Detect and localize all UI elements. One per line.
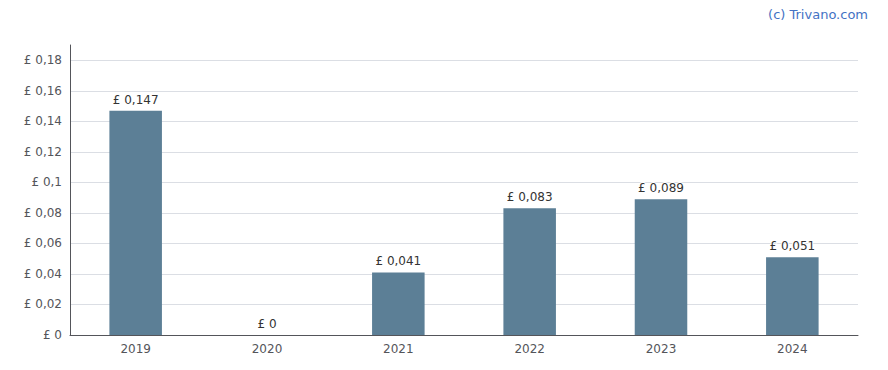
svg-text:£ 0: £ 0 — [43, 328, 62, 342]
svg-text:2022: 2022 — [514, 342, 545, 356]
svg-text:£ 0: £ 0 — [257, 317, 276, 331]
svg-text:£ 0,04: £ 0,04 — [24, 267, 62, 281]
svg-text:£ 0,147: £ 0,147 — [113, 93, 159, 107]
svg-text:2019: 2019 — [120, 342, 151, 356]
svg-text:2021: 2021 — [383, 342, 414, 356]
svg-text:2020: 2020 — [252, 342, 283, 356]
svg-text:(c) Trivano.com: (c) Trivano.com — [768, 7, 868, 22]
svg-text:2024: 2024 — [777, 342, 808, 356]
svg-text:£ 0,06: £ 0,06 — [24, 236, 62, 250]
svg-text:£ 0,089: £ 0,089 — [638, 181, 684, 195]
svg-text:£ 0,16: £ 0,16 — [24, 84, 62, 98]
svg-text:£ 0,02: £ 0,02 — [24, 297, 62, 311]
svg-text:£ 0,14: £ 0,14 — [24, 114, 62, 128]
svg-text:£ 0,041: £ 0,041 — [375, 254, 421, 268]
svg-text:£ 0,12: £ 0,12 — [24, 145, 62, 159]
svg-text:2023: 2023 — [646, 342, 677, 356]
svg-text:£ 0,051: £ 0,051 — [769, 239, 815, 253]
svg-text:£ 0,08: £ 0,08 — [24, 206, 62, 220]
svg-text:£ 0,1: £ 0,1 — [31, 175, 62, 189]
svg-text:£ 0,18: £ 0,18 — [24, 53, 62, 67]
svg-text:£ 0,083: £ 0,083 — [507, 190, 553, 204]
